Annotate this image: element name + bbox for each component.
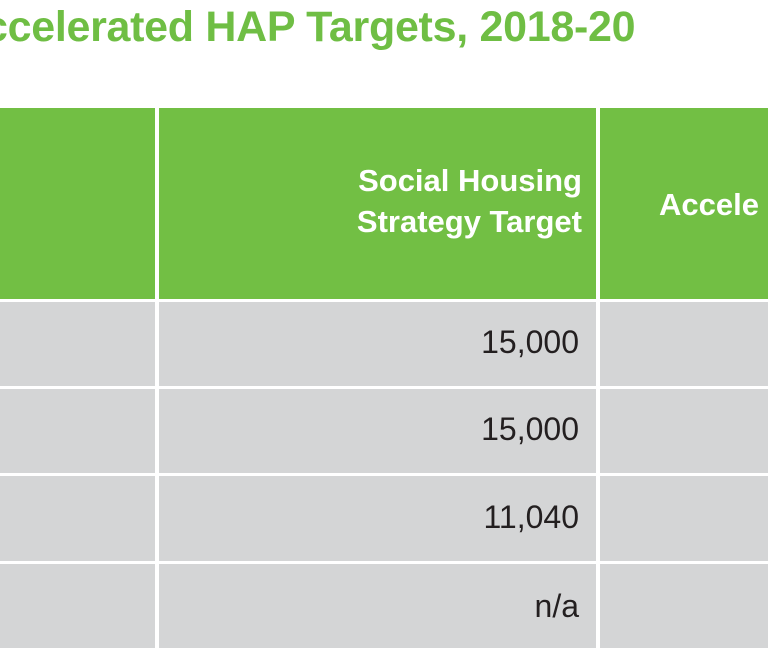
row-3-value: 11,040	[483, 499, 580, 535]
row-2-col-3	[600, 389, 768, 473]
row-1-col-3	[600, 302, 768, 386]
header-label-line2: Strategy Target	[356, 204, 582, 239]
row-4-value: n/a	[534, 588, 579, 624]
row-4-col-3	[600, 564, 768, 648]
row-1-col-2: 15,000	[159, 302, 596, 386]
row-3-col-2: 11,040	[159, 476, 596, 561]
row-2-col-1	[0, 389, 155, 473]
row-2-value: 15,000	[481, 411, 579, 447]
header-cell-social-housing: Social Housing Strategy Target	[159, 108, 596, 299]
page-title: ccelerated HAP Targets, 2018-20	[0, 3, 636, 51]
header-label-accelerated: Accele	[659, 187, 759, 222]
header-cell-accelerated: Accele	[600, 108, 768, 299]
row-3-col-3	[600, 476, 768, 561]
row-2-col-2: 15,000	[159, 389, 596, 473]
row-4-col-2: n/a	[159, 564, 596, 648]
row-3-col-1	[0, 476, 155, 561]
header-label-line1: Social Housing	[358, 163, 582, 198]
row-4-col-1	[0, 564, 155, 648]
row-1-value: 15,000	[481, 324, 579, 360]
row-1-col-1	[0, 302, 155, 386]
header-cell-1	[0, 108, 155, 299]
